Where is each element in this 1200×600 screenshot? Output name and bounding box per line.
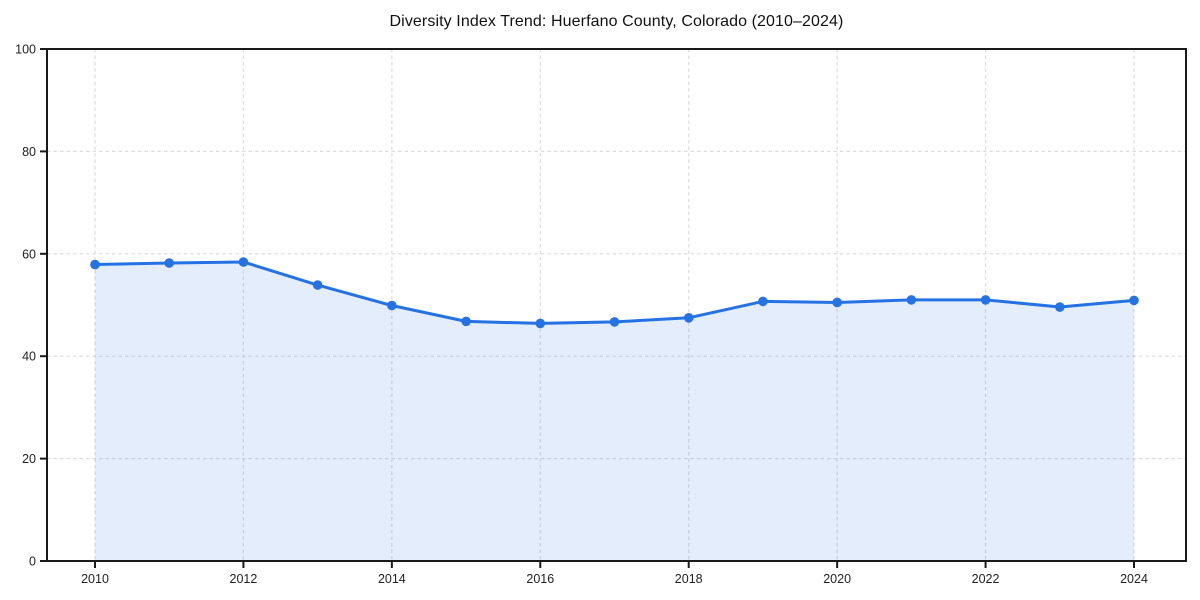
- y-axis-tick-label: 60: [22, 247, 36, 261]
- data-point-marker: [387, 300, 397, 311]
- x-axis-tick-label: 2012: [230, 572, 258, 586]
- plot-border: [46, 48, 1187, 562]
- x-axis-tick-label: 2022: [972, 572, 1000, 586]
- data-point-marker: [164, 258, 175, 268]
- data-point-marker: [238, 257, 249, 267]
- x-axis-tick-label: 2016: [526, 572, 554, 586]
- x-axis-tick-label: 2024: [1120, 572, 1148, 586]
- data-point-marker: [1054, 302, 1065, 312]
- data-point-marker: [535, 318, 546, 329]
- data-point-marker: [832, 297, 842, 308]
- y-axis-tick-label: 0: [29, 555, 36, 569]
- data-point-marker: [461, 316, 471, 327]
- data-point-marker: [312, 280, 323, 290]
- y-axis-tick-label: 100: [15, 43, 36, 57]
- x-axis-tick-label: 2010: [81, 572, 109, 586]
- chart-title: Diversity Index Trend: Huerfano County, …: [389, 13, 844, 30]
- data-point-marker: [758, 296, 768, 307]
- data-point-marker: [90, 259, 100, 270]
- area-fill: [95, 261, 1134, 561]
- x-axis-tick-label: 2020: [823, 572, 851, 586]
- data-point-marker: [609, 317, 620, 327]
- y-axis-tick-label: 20: [22, 452, 36, 466]
- y-axis-tick-label: 80: [22, 145, 36, 159]
- data-point-marker: [1129, 295, 1139, 306]
- x-axis-tick-label: 2014: [378, 572, 406, 586]
- data-point-marker: [906, 295, 917, 305]
- data-point-marker: [980, 295, 991, 305]
- data-point-marker: [683, 313, 694, 323]
- y-axis-tick-label: 40: [22, 350, 36, 364]
- x-axis-tick-label: 2018: [675, 572, 703, 586]
